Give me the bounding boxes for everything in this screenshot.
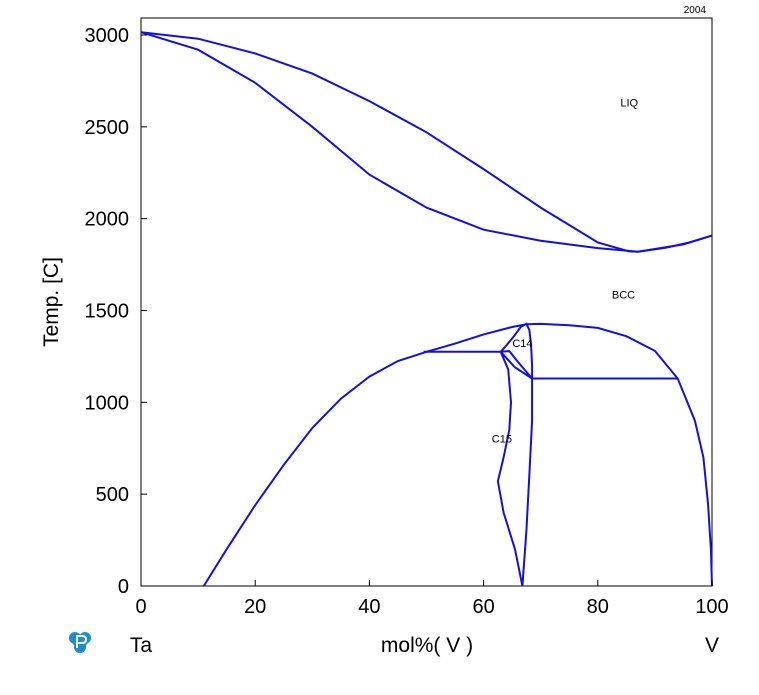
phase-boundary-line-10 — [521, 378, 534, 587]
phase-boundary-lines — [140, 31, 713, 587]
phase-boundary-line-8 — [499, 351, 533, 380]
y-tick-label-1: 0 — [118, 576, 129, 598]
x-tick-label-4: 60 — [472, 596, 494, 618]
phase-boundary-line-2 — [140, 31, 638, 253]
region-label-c14: C14 — [512, 338, 532, 350]
x-tick-label-5: 80 — [587, 596, 609, 618]
y-axis-title: Temp. [C] — [40, 257, 63, 347]
y-tick-label-4: 1500 — [85, 301, 130, 323]
y-tick-label-5: 2000 — [85, 209, 130, 231]
x-tick-label-3: 40 — [358, 596, 380, 618]
x-tick-label-6: 100 — [695, 596, 728, 618]
region-label-c15: C15 — [492, 434, 512, 446]
corner-year-label: 2004 — [684, 5, 707, 16]
phase-boundary-line-5 — [202, 322, 713, 587]
left-element-label: Ta — [130, 634, 153, 657]
phase-boundary-line-1 — [140, 31, 638, 253]
phase-boundary-line-9 — [500, 350, 533, 380]
y-tick-label-6: 2500 — [85, 117, 130, 139]
phase-boundary-line-12 — [499, 322, 534, 379]
right-element-label: V — [705, 634, 719, 657]
x-tick-label-1: 0 — [135, 596, 146, 618]
plot-frame — [140, 17, 713, 587]
region-label-bcc: BCC — [612, 290, 635, 302]
y-tick-label-7: 3000 — [85, 25, 130, 47]
region-label-liq: LIQ — [620, 98, 638, 110]
x-axis-title: mol%( V ) — [381, 634, 473, 657]
thermo-calc-logo-icon — [69, 632, 91, 653]
phase-boundary-line-4 — [637, 234, 713, 253]
phase-region-labels: LIQ BCC C14 C15 — [492, 98, 639, 446]
phase-boundary-line-7 — [496, 351, 524, 587]
y-tick-label-3: 1000 — [85, 392, 130, 414]
x-tick-label-2: 20 — [244, 596, 266, 618]
y-tick-label-2: 500 — [96, 484, 129, 506]
